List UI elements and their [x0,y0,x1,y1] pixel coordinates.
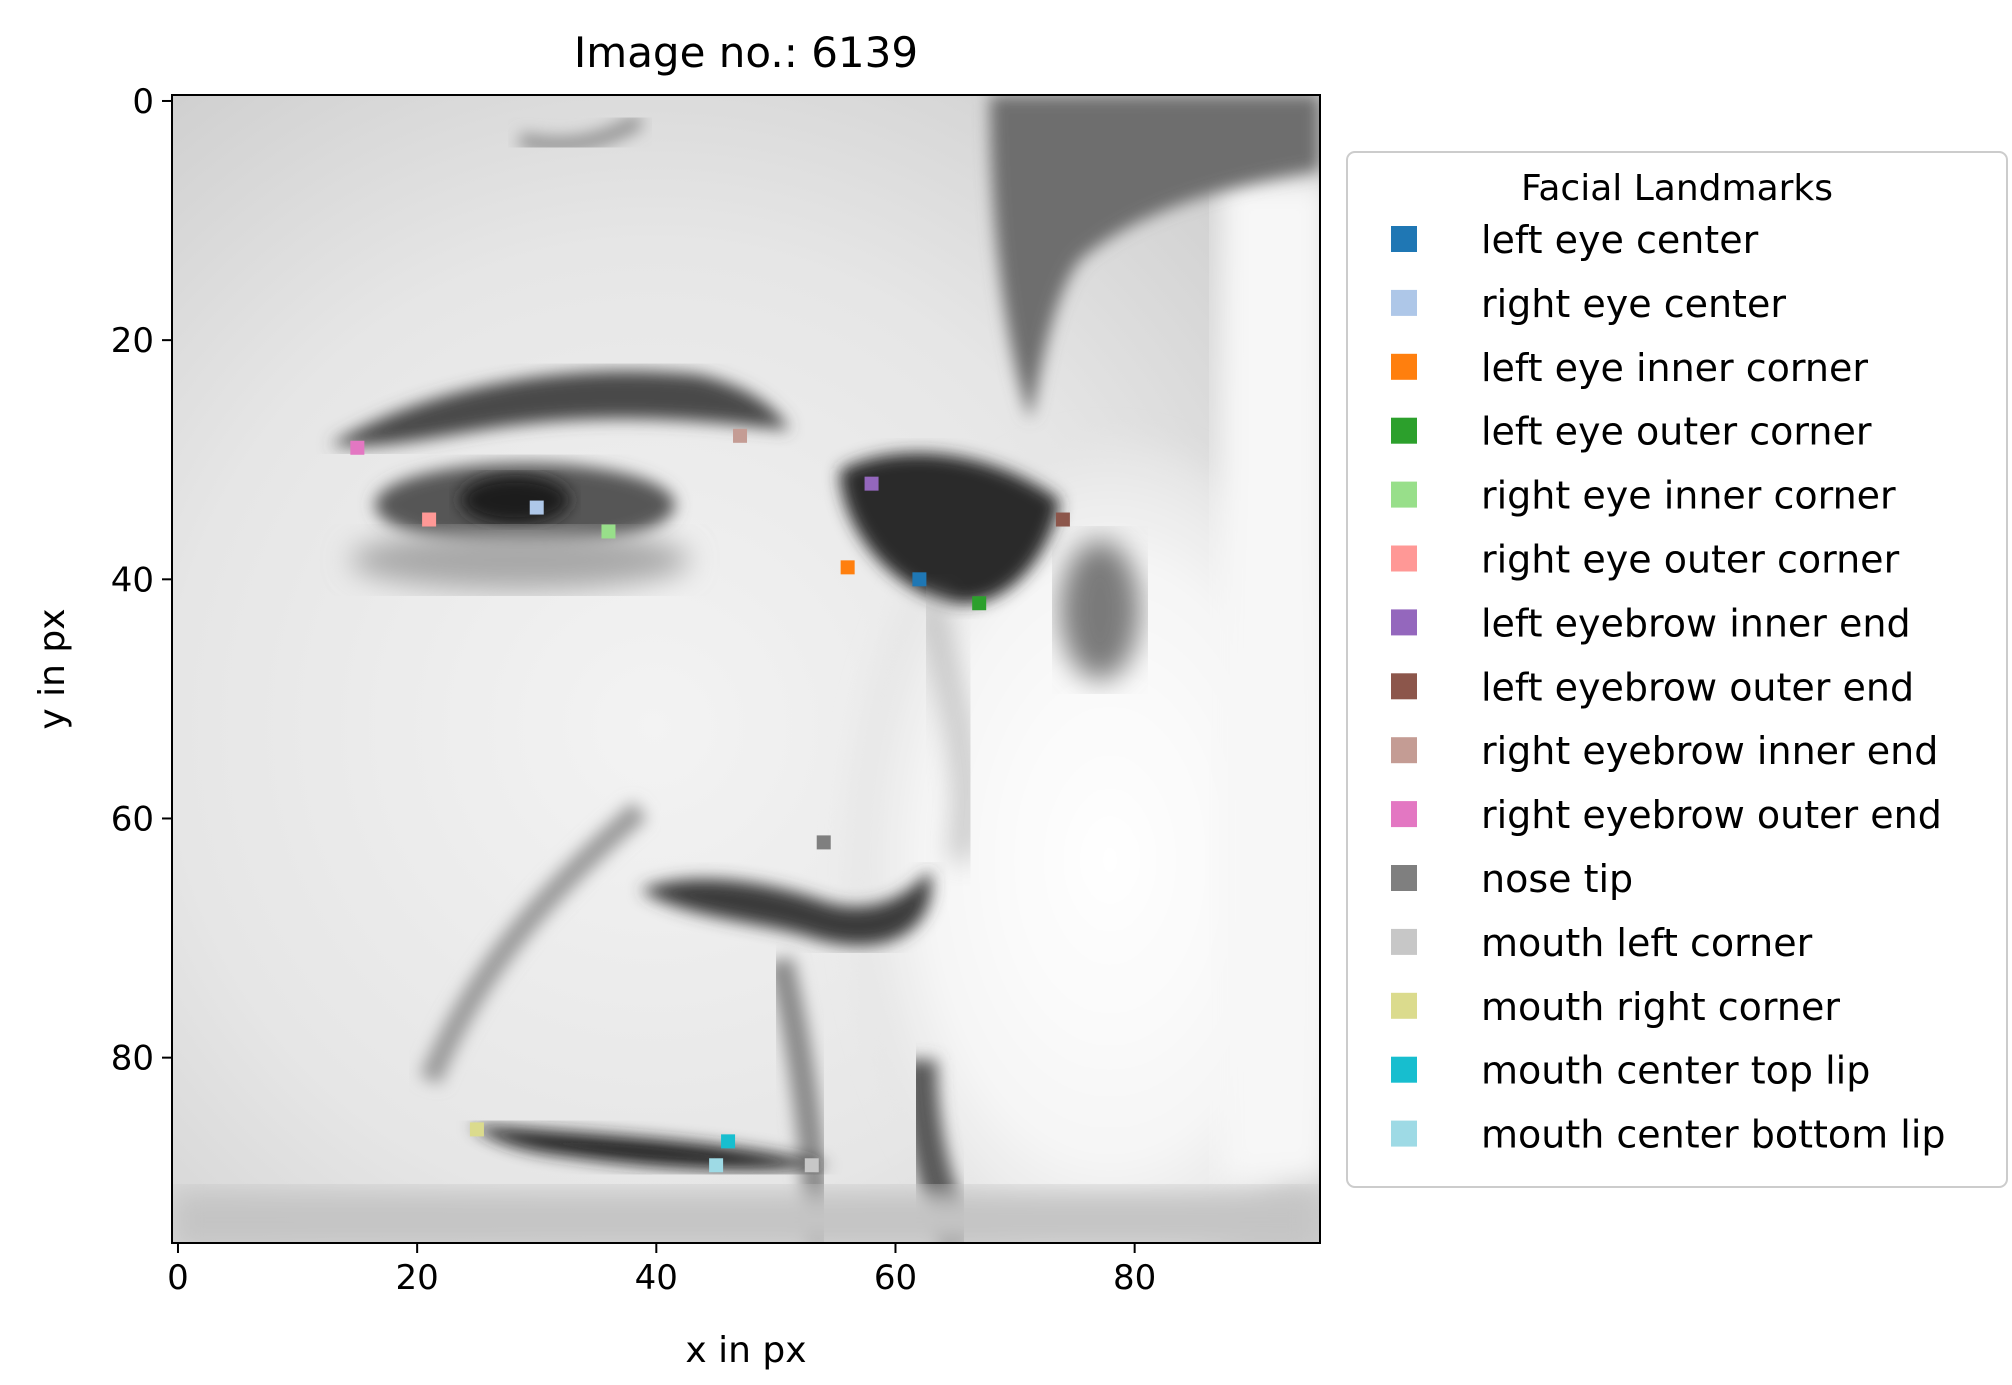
legend-marker [1391,737,1417,764]
legend-marker [1391,353,1417,380]
legend-marker [1391,417,1417,444]
legend-marker [1391,545,1417,572]
y-tick-label: 60 [111,799,154,839]
x-axis-label: x in px [685,1330,806,1371]
legend-entry-label: right eye center [1481,282,1786,326]
y-axis: 0 20 40 60 80 [111,82,172,1079]
y-tick-label: 0 [132,82,154,122]
legend-entry-label: nose tip [1481,857,1633,901]
landmark-point-right-eyebrow-outer-end [350,440,365,455]
legend-entry-label: left eye outer corner [1481,410,1872,454]
legend-marker [1391,1056,1417,1083]
landmark-point-nose-tip [816,835,831,850]
landmark-point-left-eye-inner-corner [840,560,855,575]
legend-entry-label: mouth center bottom lip [1481,1113,1946,1157]
legend-entry-label: left eyebrow inner end [1481,601,1911,645]
face-photo [172,95,1320,1243]
legend-entry-label: left eye center [1481,218,1759,262]
landmark-point-left-eyebrow-inner-end [864,476,879,491]
legend-marker [1391,289,1417,316]
legend-entry-label: left eyebrow outer end [1481,665,1914,709]
plot-frame [171,94,1321,1244]
legend-entry-label: mouth left corner [1481,921,1813,965]
legend-entry-label: mouth right corner [1481,985,1840,1029]
landmark-point-right-eye-center [529,500,544,515]
landmark-point-mouth-center-top-lip [721,1134,736,1149]
legend-marker [1391,481,1417,508]
y-tick-label: 20 [111,321,154,361]
legend-entry-label: right eye outer corner [1481,538,1900,582]
landmark-point-right-eye-inner-corner [601,524,616,539]
landmark-markers [350,428,1070,1173]
legend-entry-label: right eye inner corner [1481,474,1896,518]
landmark-point-mouth-right-corner [469,1122,484,1137]
legend-title: Facial Landmarks [1521,168,1833,209]
legend-marker [1391,992,1417,1019]
legend-marker [1391,1120,1417,1147]
x-axis: 0 20 40 60 80 [167,1243,1156,1298]
x-tick-label: 60 [874,1258,917,1298]
legend-frame [1346,151,2008,1188]
legend: Facial Landmarks left eye center right ey… [1346,151,2008,1188]
x-tick-label: 0 [167,1258,189,1298]
legend-marker [1391,673,1417,700]
legend-entry-label: left eye inner corner [1481,346,1868,390]
legend-marker [1391,928,1417,955]
y-tick-label: 80 [111,1039,154,1079]
landmark-point-mouth-center-bottom-lip [709,1158,724,1173]
legend-entry-label: mouth center top lip [1481,1049,1870,1093]
legend-marker [1391,609,1417,636]
legend-marker [1391,226,1417,252]
landmark-point-right-eyebrow-inner-end [733,428,748,443]
x-tick-label: 40 [635,1258,678,1298]
y-axis-label: y in px [32,608,73,729]
landmark-point-left-eye-outer-corner [972,596,987,611]
legend-marker [1391,865,1417,891]
landmark-point-left-eyebrow-outer-end [1055,512,1070,527]
legend-marker [1391,801,1417,828]
chart-title: Image no.: 6139 [574,28,918,77]
legend-entry-label: right eyebrow inner end [1481,729,1938,773]
landmark-point-mouth-left-corner [804,1158,819,1173]
y-tick-label: 40 [111,560,154,600]
landmark-point-right-eye-outer-corner [422,512,437,527]
x-tick-label: 20 [396,1258,439,1298]
landmark-point-left-eye-center [912,572,927,587]
x-tick-label: 80 [1113,1258,1156,1298]
legend-entry-label: right eyebrow outer end [1481,793,1942,837]
